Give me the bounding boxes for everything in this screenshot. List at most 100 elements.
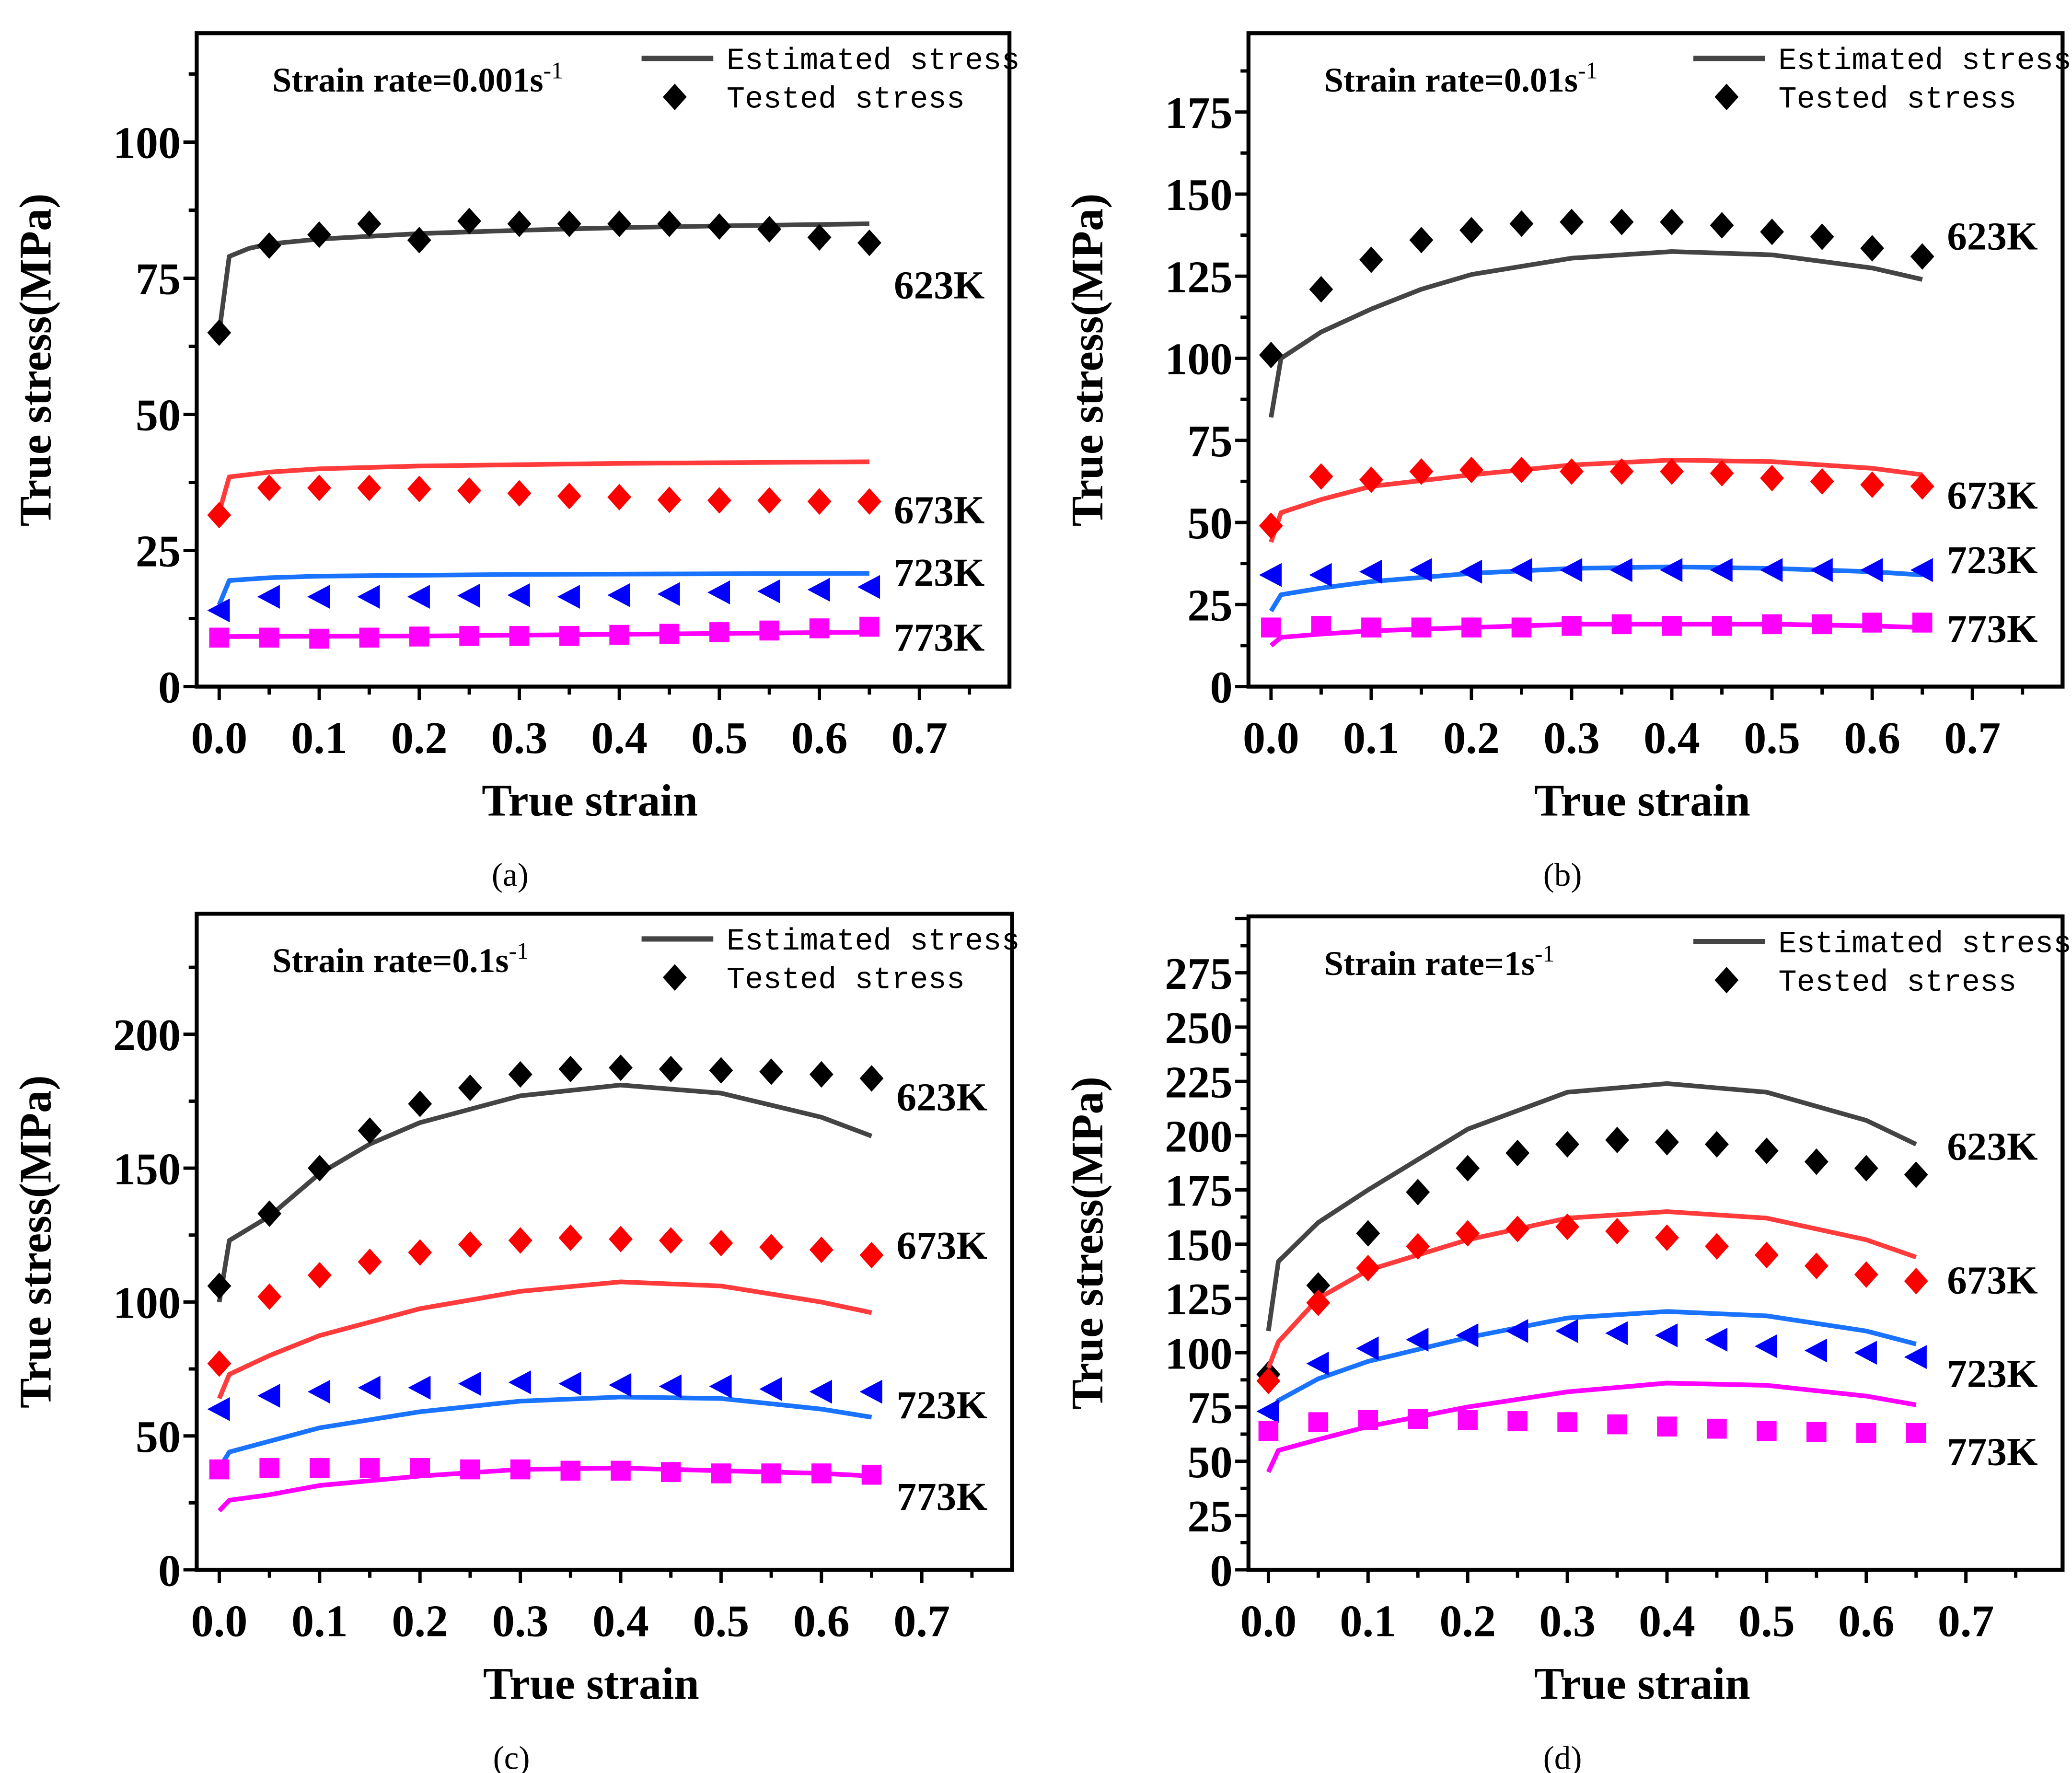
- diamond-marker: [558, 1055, 583, 1083]
- triangle-left-marker: [1409, 558, 1432, 582]
- diamond-marker: [1660, 209, 1684, 235]
- diamond-marker: [207, 501, 232, 529]
- x-tick-label: 0.3: [491, 713, 548, 763]
- square-marker: [1806, 1422, 1827, 1442]
- strain-rate-exponent: -1: [1578, 57, 1598, 83]
- square-marker: [1458, 1410, 1478, 1430]
- diamond-marker: [662, 964, 687, 991]
- diamond-marker: [458, 1231, 482, 1258]
- triangle-left-marker: [859, 1379, 882, 1404]
- diamond-marker: [1456, 1220, 1480, 1247]
- series-723K: 723K: [1256, 1309, 2038, 1424]
- triangle-left-marker: [759, 1377, 782, 1401]
- chart-panel-c: 0 50 100 150 200 0.0 0.1 0.2 0.3 0.4 0.5 0.6 0.7 True…: [11, 912, 1020, 1773]
- triangle-left-marker: [857, 575, 880, 599]
- diamond-marker: [357, 475, 382, 501]
- diamond-marker: [1359, 466, 1383, 493]
- diamond-marker: [759, 1058, 784, 1085]
- square-marker: [1461, 617, 1482, 637]
- triangle-left-marker: [307, 1379, 331, 1404]
- series-723K: 723K: [207, 550, 984, 623]
- square-marker: [659, 624, 680, 644]
- diamond-marker: [1704, 1233, 1729, 1260]
- chart-panel-b: 0 25 50 75 100 125 150 175 0.0 0.1 0.2 0.3 0.4 0.5 0.6…: [1063, 31, 2072, 893]
- legend-estimated-label: Estimated stress: [1778, 44, 2072, 79]
- x-tick-label: 0.7: [1944, 713, 2001, 763]
- strain-rate-title: Strain rate=0.01s-1: [1324, 57, 1598, 99]
- x-tick-label: 0.4: [1644, 713, 1700, 763]
- diamond-marker: [458, 1074, 482, 1101]
- square-marker: [560, 1460, 581, 1481]
- y-tick-label: 150: [1165, 170, 1232, 220]
- triangle-left-marker: [508, 1370, 531, 1394]
- diamond-marker: [407, 227, 431, 254]
- x-tick-label: 0.0: [1243, 713, 1299, 763]
- triangle-left-marker: [257, 585, 280, 609]
- plot-frame: [195, 912, 1014, 1572]
- strain-rate-exponent: -1: [1535, 940, 1555, 967]
- square-marker: [359, 1458, 380, 1478]
- diamond-marker: [609, 1226, 633, 1252]
- temperature-label: 723K: [1947, 1351, 2037, 1395]
- diamond-marker: [1406, 1179, 1430, 1205]
- x-tick-label: 0.2: [391, 713, 448, 763]
- y-tick-label: 150: [1165, 1220, 1232, 1270]
- legend: Estimated stress Tested stress: [641, 925, 1020, 997]
- diamond-marker: [1810, 468, 1834, 495]
- panel-caption: (b): [1543, 856, 1582, 893]
- diamond-marker: [1509, 456, 1534, 484]
- triangle-left-marker: [1359, 559, 1382, 584]
- diamond-marker: [1555, 1213, 1580, 1240]
- diamond-marker: [757, 487, 782, 514]
- y-tick-label: 0: [1210, 1546, 1232, 1596]
- temperature-label: 623K: [894, 263, 984, 307]
- diamond-marker: [1714, 967, 1739, 994]
- triangle-left-marker: [257, 1383, 280, 1408]
- square-marker: [811, 1463, 832, 1483]
- strain-rate-text: Strain rate=0.001s: [272, 61, 543, 99]
- diamond-marker: [607, 484, 632, 510]
- y-axis-title: True stress(MPa): [1063, 1077, 1112, 1410]
- triangle-left-marker: [807, 578, 830, 602]
- diamond-marker: [1760, 219, 1784, 245]
- triangle-left-marker: [809, 1379, 832, 1404]
- plot-frame: [1246, 31, 2065, 689]
- diamond-marker: [857, 488, 881, 515]
- y-axis-title: True stress(MPa): [1063, 193, 1112, 526]
- triangle-left-marker: [458, 1371, 481, 1396]
- square-marker: [209, 627, 230, 648]
- square-marker: [460, 1459, 480, 1480]
- y-tick-label: 25: [1187, 1492, 1232, 1541]
- y-tick-label: 200: [113, 1010, 181, 1060]
- legend-estimated-label: Estimated stress: [1778, 927, 2072, 962]
- triangle-left-marker: [1560, 558, 1583, 582]
- triangle-left-marker: [507, 583, 530, 607]
- strain-rate-exponent: -1: [544, 57, 564, 83]
- square-marker: [409, 626, 429, 647]
- square-marker: [1757, 1421, 1777, 1441]
- square-marker: [809, 618, 830, 638]
- diamond-marker: [807, 224, 832, 251]
- plot-frame: [1246, 914, 2065, 1572]
- y-tick-label: 25: [136, 527, 181, 577]
- y-tick-label: 50: [136, 1412, 181, 1462]
- diamond-marker: [1560, 209, 1584, 235]
- diamond-marker: [807, 488, 832, 515]
- triangle-left-marker: [307, 585, 330, 609]
- triangle-left-marker: [558, 1371, 581, 1396]
- strain-rate-text: Strain rate=0.1s: [272, 941, 509, 980]
- diamond-marker: [558, 1224, 583, 1252]
- triangle-left-marker: [357, 585, 380, 609]
- series-673K: 673K: [207, 459, 984, 532]
- diamond-marker: [1256, 1367, 1281, 1394]
- diamond-marker: [757, 216, 782, 243]
- square-marker: [1712, 615, 1732, 636]
- triangle-left-marker: [1760, 558, 1783, 582]
- diamond-marker: [1509, 210, 1534, 237]
- x-tick-label: 0.1: [1343, 713, 1400, 763]
- diamond-marker: [1760, 464, 1784, 492]
- diamond-marker: [1560, 458, 1584, 485]
- square-marker: [861, 1464, 882, 1485]
- square-marker: [1856, 1423, 1876, 1443]
- triangle-left-marker: [1555, 1319, 1578, 1343]
